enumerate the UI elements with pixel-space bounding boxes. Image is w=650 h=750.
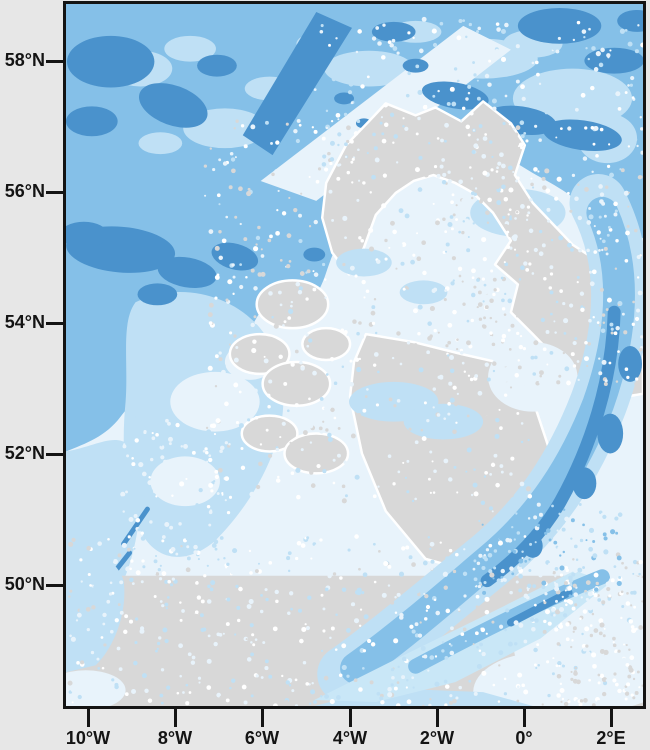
x-tick-label: 6°W xyxy=(244,728,280,748)
central-light-patches xyxy=(336,248,484,440)
x-tick xyxy=(522,708,526,727)
channel-dark-streak xyxy=(506,588,573,627)
land-scotland xyxy=(320,100,643,401)
y-tick-label: 56°N xyxy=(4,181,45,201)
x-tick xyxy=(609,708,613,727)
x-tick xyxy=(435,708,439,727)
x-tick-label: 2°W xyxy=(419,728,455,748)
x-tick-label: 10°W xyxy=(65,728,111,748)
contour-map xyxy=(66,4,643,706)
southwest-light-corner xyxy=(66,545,125,673)
channel-mid-band xyxy=(408,569,610,674)
y-tick xyxy=(46,59,64,63)
x-tick-label: 2°E xyxy=(596,728,626,748)
gray-islets xyxy=(393,151,429,172)
y-tick-label: 58°N xyxy=(4,50,45,70)
east-band-dark-blobs xyxy=(522,346,643,558)
x-tick-label: 4°W xyxy=(332,728,368,748)
y-tick xyxy=(46,583,64,587)
x-tick-label: 0° xyxy=(515,728,533,748)
y-tick-label: 52°N xyxy=(4,443,45,463)
x-tick-label: 8°W xyxy=(157,728,193,748)
speckle-texture xyxy=(66,16,643,706)
x-tick xyxy=(86,708,90,727)
y-tick-label: 54°N xyxy=(4,312,45,332)
y-tick xyxy=(46,452,64,456)
y-tick xyxy=(46,190,64,194)
x-tick xyxy=(348,708,352,727)
x-tick xyxy=(173,708,177,727)
y-tick xyxy=(46,321,64,325)
y-tick-label: 50°N xyxy=(4,574,45,594)
map-plot-area xyxy=(63,1,646,709)
dark-blue-patches xyxy=(66,7,643,306)
northeast-pale-patch xyxy=(488,342,578,412)
x-tick xyxy=(260,708,264,727)
